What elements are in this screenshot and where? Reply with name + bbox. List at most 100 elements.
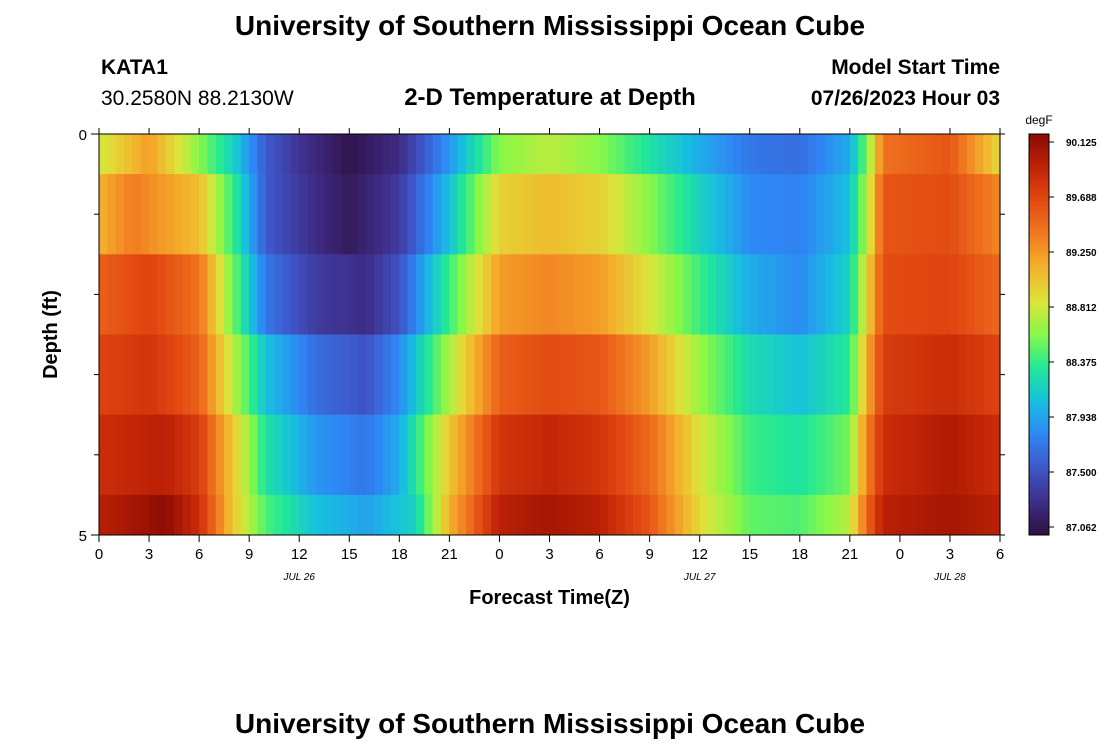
heatmap-cell (99, 414, 108, 496)
heatmap-cell (657, 494, 667, 536)
heatmap-cell (591, 334, 601, 416)
heatmap-cell (849, 174, 859, 255)
heatmap-cell (699, 134, 709, 175)
heatmap-cell (774, 414, 784, 496)
heatmap-cell (641, 254, 651, 335)
heatmap-cell (257, 334, 267, 416)
heatmap-cell (274, 134, 284, 175)
heatmap-cell (274, 414, 284, 496)
heatmap-cell (307, 254, 317, 335)
heatmap-cell (749, 174, 759, 255)
heatmap-cell (983, 134, 993, 175)
heatmap-cell (883, 254, 893, 335)
heatmap-cell (374, 494, 384, 536)
heatmap-cell (340, 134, 350, 175)
x-tick-label: 15 (741, 546, 758, 563)
heatmap-cell (474, 174, 484, 255)
heatmap-cell (132, 134, 142, 175)
heatmap-cell (632, 414, 642, 496)
model-start-label: Model Start Time (831, 56, 1000, 79)
heatmap-cell (265, 134, 275, 175)
heatmap-cell (666, 494, 676, 536)
heatmap-cell (240, 254, 250, 335)
heatmap-cell (324, 174, 334, 255)
heatmap-cell (991, 134, 1001, 175)
heatmap-cell (691, 254, 701, 335)
heatmap-cell (724, 494, 734, 536)
heatmap-cell (674, 414, 684, 496)
heatmap-cell (407, 334, 417, 416)
heatmap-cell (357, 134, 367, 175)
heatmap-cell (599, 334, 609, 416)
heatmap-cell (833, 254, 843, 335)
x-tick-label: 12 (291, 546, 308, 563)
colorbar-ticks: 90.125 89.688 89.250 88.812 88.375 87.938 87.5… (1049, 138, 1097, 534)
heatmap-cell (365, 134, 375, 175)
heatmap-cell (933, 174, 943, 255)
heatmap-cell (441, 414, 450, 496)
heatmap-cell (641, 494, 651, 536)
heatmap-cell (224, 254, 234, 335)
heatmap-cell (849, 254, 859, 335)
heatmap-cell (299, 494, 309, 536)
heatmap-cell (849, 134, 859, 175)
heatmap-cell (574, 174, 584, 255)
x-tick-label: 9 (245, 546, 253, 563)
heatmap-cell (933, 494, 943, 536)
heatmap-cell (149, 414, 158, 496)
heatmap-cell (299, 334, 309, 416)
heatmap-cell (891, 414, 901, 496)
x-tick-label: 18 (391, 546, 408, 563)
heatmap-cell (708, 174, 717, 255)
heatmap-cell (399, 254, 409, 335)
heatmap-cell (666, 414, 676, 496)
heatmap-cell (174, 334, 184, 416)
heatmap-cell (157, 414, 167, 496)
heatmap-cell (708, 414, 717, 496)
heatmap-cell (991, 334, 1001, 416)
heatmap-cell (916, 254, 926, 335)
heatmap-cell (616, 414, 626, 496)
heatmap-cell (791, 494, 801, 536)
heatmap-cell (240, 334, 250, 416)
heatmap-cell (432, 254, 442, 335)
heatmap-cell (649, 494, 659, 536)
heatmap-cell (332, 414, 342, 496)
heatmap-cell (132, 254, 142, 335)
heatmap-cell (758, 414, 768, 496)
heatmap-cell (924, 254, 934, 335)
x-axis-label: Forecast Time(Z) (469, 587, 630, 609)
heatmap-cell (491, 174, 501, 255)
heatmap-cell (899, 254, 909, 335)
heatmap-cell (874, 174, 884, 255)
heatmap-cell (282, 334, 292, 416)
heatmap-cell (449, 494, 459, 536)
heatmap-cell (399, 334, 409, 416)
heatmap-cell (299, 174, 309, 255)
heatmap-cell (324, 254, 334, 335)
heatmap-cell (124, 174, 133, 255)
heatmap-cell (941, 254, 951, 335)
heatmap-cell (482, 334, 492, 416)
heatmap-cell (215, 174, 225, 255)
heatmap-cell (866, 254, 876, 335)
heatmap-cell (307, 334, 317, 416)
heatmap-cell (716, 414, 726, 496)
heatmap-cell (783, 174, 793, 255)
heatmap-cell (858, 174, 868, 255)
heatmap-cell (332, 174, 342, 255)
heatmap-cell (140, 254, 150, 335)
heatmap-cell (349, 174, 359, 255)
heatmap-cell (382, 254, 392, 335)
heatmap-cell (607, 254, 617, 335)
heatmap-cell (649, 134, 659, 175)
heatmap-cell (916, 134, 926, 175)
heatmap-cell (174, 134, 184, 175)
heatmap-cell (466, 254, 476, 335)
heatmap-cell (791, 174, 801, 255)
heatmap-cell (165, 494, 175, 536)
heatmap-cell (899, 334, 909, 416)
heatmap-cell (799, 134, 809, 175)
heatmap-cell (924, 134, 934, 175)
heatmap-cell (482, 414, 492, 496)
